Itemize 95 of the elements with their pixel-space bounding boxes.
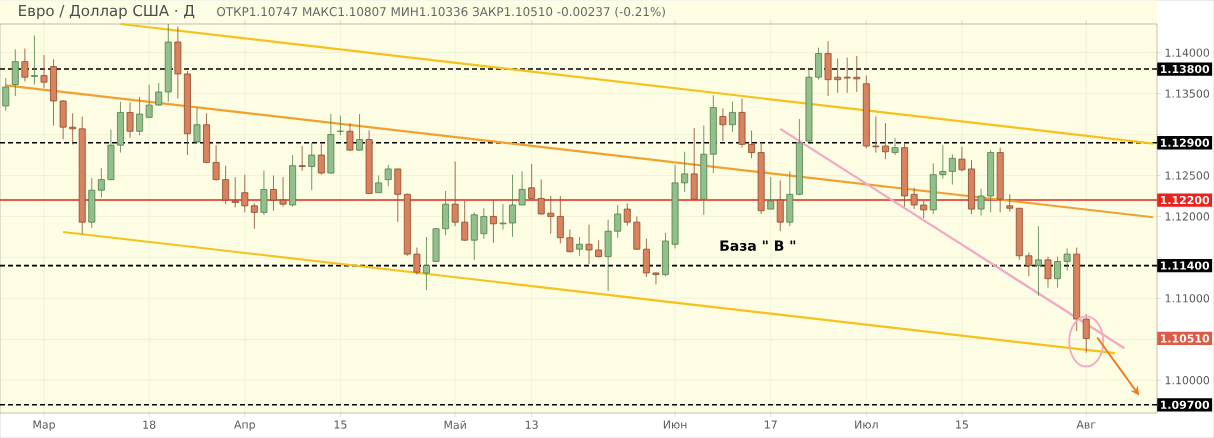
candlestick xyxy=(719,107,727,142)
candlestick xyxy=(1063,247,1071,271)
candlestick xyxy=(30,35,38,85)
ref-line-label: 1.12900 xyxy=(1160,138,1210,147)
candlestick xyxy=(1082,313,1090,354)
chart-title: Евро / Доллар США · Д xyxy=(19,4,195,20)
candlestick xyxy=(623,202,631,226)
y-tick-label: 1.11000 xyxy=(1165,294,1210,303)
candlestick xyxy=(910,187,918,210)
candlestick xyxy=(317,143,325,176)
candlestick xyxy=(767,176,775,210)
y-tick-label: 1.13500 xyxy=(1165,89,1210,98)
candlestick xyxy=(423,236,430,291)
candlestick xyxy=(1006,193,1014,212)
y-tick-label: 1.12500 xyxy=(1165,171,1210,180)
candlestick xyxy=(1044,256,1052,289)
candlestick xyxy=(279,176,287,208)
candlestick xyxy=(260,170,268,216)
candlestick xyxy=(748,130,756,159)
ref-line-label: 1.11400 xyxy=(1160,261,1210,270)
candlestick xyxy=(1034,225,1042,297)
x-tick-label: Май xyxy=(444,420,466,429)
candlestick xyxy=(728,101,736,133)
candlestick xyxy=(145,84,153,119)
candlestick xyxy=(977,188,985,217)
candlestick xyxy=(881,122,889,160)
candlestick xyxy=(843,57,851,94)
candlestick xyxy=(136,96,144,136)
candlestick xyxy=(576,236,583,257)
x-tick-label: Мар xyxy=(33,420,55,431)
candlestick xyxy=(681,151,689,193)
candlestick xyxy=(891,137,899,156)
candlestick xyxy=(528,163,536,200)
x-tick-label: 13 xyxy=(525,420,538,429)
candlestick xyxy=(642,238,650,278)
candlestick xyxy=(480,207,488,239)
chart-subtitle: ОТКР1.10747 МАКС1.10807 МИН1.10336 ЗАКР1.10510 -0.00237 (-0.21%) xyxy=(217,6,665,18)
candlestick xyxy=(1025,252,1033,277)
candlestick xyxy=(250,202,258,230)
x-tick-label: 17 xyxy=(764,420,777,429)
candlestick xyxy=(2,77,10,112)
candlestick xyxy=(834,57,842,94)
candlestick xyxy=(222,165,230,205)
candlestick xyxy=(872,116,880,153)
candlestick xyxy=(939,144,947,180)
y-tick-label: 1.14000 xyxy=(1165,48,1210,57)
candlestick xyxy=(614,204,622,239)
x-tick-label: 15 xyxy=(956,420,968,429)
candlestick xyxy=(518,171,526,206)
ref-line-label: 1.12200 xyxy=(1160,195,1210,205)
text: 1.10510 xyxy=(1160,334,1210,343)
candlestick xyxy=(155,82,163,107)
x-tick-label: Апр xyxy=(234,420,255,431)
candlestick xyxy=(853,55,861,93)
candlestick xyxy=(270,175,277,212)
candlestick xyxy=(241,174,249,213)
candlestick xyxy=(11,48,19,97)
x-tick-label: Июл xyxy=(855,420,878,429)
candlestick xyxy=(384,164,392,187)
candlestick xyxy=(21,48,29,82)
candlestick xyxy=(212,144,220,181)
candlestick xyxy=(537,179,545,216)
candlestick xyxy=(193,107,201,144)
candlestick xyxy=(461,200,469,242)
ref-line-label: 1.13800 xyxy=(1160,64,1210,74)
candlestick xyxy=(499,203,507,230)
candlestick xyxy=(776,180,784,232)
candlestick xyxy=(451,161,459,227)
candlestick xyxy=(585,224,593,265)
x-tick-label: Авг xyxy=(1076,420,1096,429)
candlestick xyxy=(40,54,48,89)
candlestick xyxy=(509,174,516,238)
candlestick xyxy=(948,153,956,185)
candlestick xyxy=(815,47,822,81)
candlestick xyxy=(413,247,421,275)
candlestick xyxy=(346,122,354,152)
candlestick xyxy=(356,113,363,152)
x-tick-label: Июн xyxy=(663,420,687,429)
annotation: База " В " xyxy=(720,240,796,251)
candlestick xyxy=(652,271,660,285)
candlestick xyxy=(126,102,134,139)
candlestick xyxy=(547,195,555,235)
x-tick-label: 15 xyxy=(334,420,347,429)
candlestick xyxy=(298,145,306,171)
y-tick-label: 1.10000 xyxy=(1165,376,1210,385)
candlestick xyxy=(308,142,316,191)
candlestick xyxy=(556,195,564,244)
candlestick xyxy=(231,176,239,208)
candlestick xyxy=(958,146,966,172)
candlestick xyxy=(1054,256,1062,289)
ref-line-label: 1.09700 xyxy=(1160,400,1210,409)
y-tick-label: 1.12000 xyxy=(1165,212,1210,221)
x-tick-label: 18 xyxy=(143,420,156,429)
candlestick xyxy=(97,167,105,199)
candlestick xyxy=(489,199,497,244)
